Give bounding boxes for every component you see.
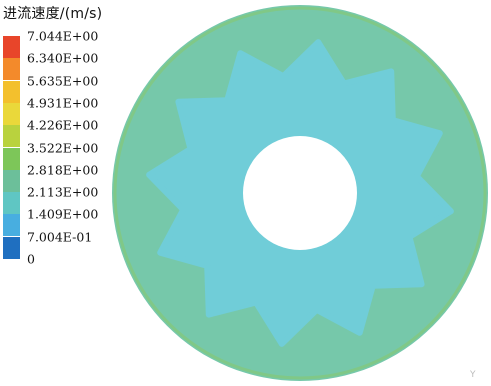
legend-tick-label: 3.522E+00 <box>27 140 99 155</box>
legend-tick-label: 5.635E+00 <box>27 73 99 89</box>
legend-swatch <box>3 36 20 58</box>
legend-tick-label: 4.931E+00 <box>27 95 99 111</box>
legend-swatch <box>3 214 20 237</box>
center-hole <box>243 136 357 250</box>
rim-high-velocity-ring <box>113 6 487 380</box>
legend-tick-label: 1.409E+00 <box>27 206 99 222</box>
corner-mark: Y <box>470 370 476 380</box>
legend-swatch <box>3 102 20 125</box>
legend-swatch <box>3 169 20 192</box>
legend-swatch <box>3 236 20 259</box>
legend-tick-label: 7.044E+00 <box>27 28 99 44</box>
legend-swatch <box>3 192 20 215</box>
legend-tick-label: 0 <box>27 251 35 267</box>
legend-tick-label: 2.113E+00 <box>27 184 99 200</box>
legend-swatch <box>3 80 20 103</box>
legend-swatch <box>3 147 20 170</box>
legend-title: 进流速度/(m/s) <box>3 6 103 22</box>
legend-tick-label: 6.340E+00 <box>27 50 99 66</box>
legend-swatch <box>3 58 20 81</box>
legend-swatch <box>3 125 20 148</box>
legend-tick-label: 4.226E+00 <box>27 117 99 133</box>
legend-tick-label: 2.818E+00 <box>27 162 99 178</box>
legend-tick-label: 7.004E-01 <box>27 229 93 245</box>
